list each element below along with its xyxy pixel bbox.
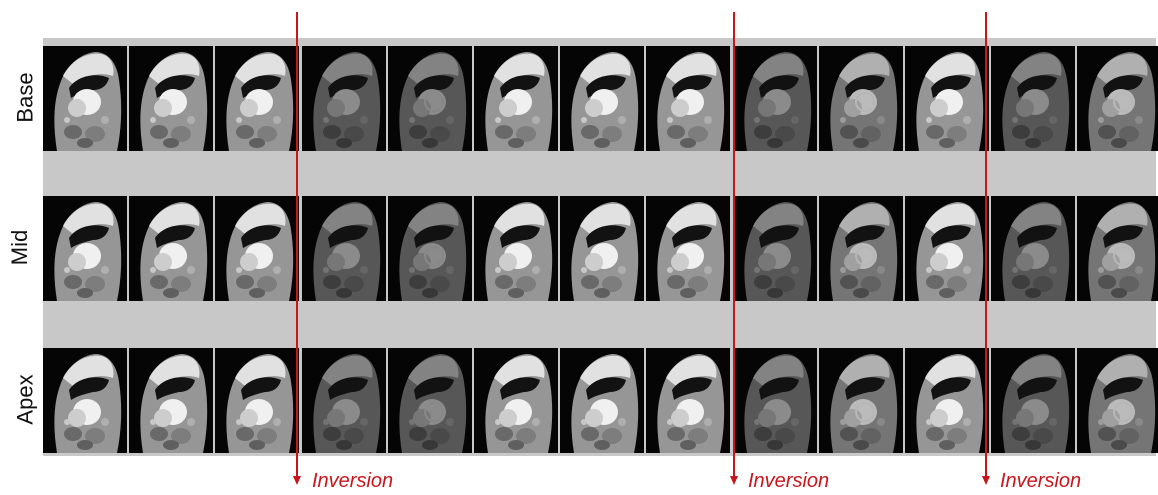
mri-frame-base-9 bbox=[733, 46, 817, 151]
mri-frame-base-10 bbox=[819, 46, 903, 151]
mri-frame-mid-7 bbox=[560, 196, 644, 301]
mri-frame-apex-1 bbox=[43, 348, 127, 453]
mri-frame-base-5 bbox=[388, 46, 472, 151]
mri-frame-mid-13 bbox=[1077, 196, 1158, 301]
mri-frame-apex-2 bbox=[129, 348, 213, 453]
mri-frame-base-4 bbox=[302, 46, 386, 151]
inversion-line-2 bbox=[733, 12, 735, 478]
row-label-base: Base bbox=[12, 72, 38, 123]
mri-frame-base-12 bbox=[991, 46, 1075, 151]
mri-frame-mid-6 bbox=[474, 196, 558, 301]
mri-frame-apex-9 bbox=[733, 348, 817, 453]
mri-frame-apex-7 bbox=[560, 348, 644, 453]
mri-frame-mid-5 bbox=[388, 196, 472, 301]
inversion-label-2: Inversion bbox=[748, 470, 830, 492]
mri-frame-apex-13 bbox=[1077, 348, 1158, 453]
mri-frame-apex-5 bbox=[388, 348, 472, 453]
mri-frame-mid-10 bbox=[819, 196, 903, 301]
inversion-line-1 bbox=[296, 12, 298, 478]
mri-frame-mid-9 bbox=[733, 196, 817, 301]
mri-frame-base-13 bbox=[1077, 46, 1158, 151]
mri-frame-mid-3 bbox=[215, 196, 299, 301]
mri-frame-mid-11 bbox=[905, 196, 989, 301]
inversion-arrow-3 bbox=[982, 476, 990, 485]
mri-frame-base-8 bbox=[646, 46, 730, 151]
inversion-line-3 bbox=[985, 12, 987, 478]
mri-frame-mid-2 bbox=[129, 196, 213, 301]
row-label-mid: Mid bbox=[7, 229, 33, 266]
mri-frame-apex-4 bbox=[302, 348, 386, 453]
inversion-arrow-1 bbox=[293, 476, 301, 485]
mri-frame-base-1 bbox=[43, 46, 127, 151]
mri-frame-mid-12 bbox=[991, 196, 1075, 301]
mri-frame-base-2 bbox=[129, 46, 213, 151]
mri-frame-apex-8 bbox=[646, 348, 730, 453]
mri-frame-apex-10 bbox=[819, 348, 903, 453]
inversion-label-3: Inversion bbox=[1000, 470, 1082, 492]
mri-frame-mid-4 bbox=[302, 196, 386, 301]
mri-frame-base-7 bbox=[560, 46, 644, 151]
inversion-label-1: Inversion bbox=[312, 470, 394, 492]
mri-frame-apex-11 bbox=[905, 348, 989, 453]
mri-frame-base-3 bbox=[215, 46, 299, 151]
mri-frame-base-6 bbox=[474, 46, 558, 151]
row-label-apex: Apex bbox=[12, 374, 38, 425]
mri-frame-apex-3 bbox=[215, 348, 299, 453]
mri-frame-apex-12 bbox=[991, 348, 1075, 453]
mri-frame-apex-6 bbox=[474, 348, 558, 453]
mri-frame-mid-1 bbox=[43, 196, 127, 301]
mri-frame-mid-8 bbox=[646, 196, 730, 301]
inversion-arrow-2 bbox=[730, 476, 738, 485]
mri-frame-base-11 bbox=[905, 46, 989, 151]
